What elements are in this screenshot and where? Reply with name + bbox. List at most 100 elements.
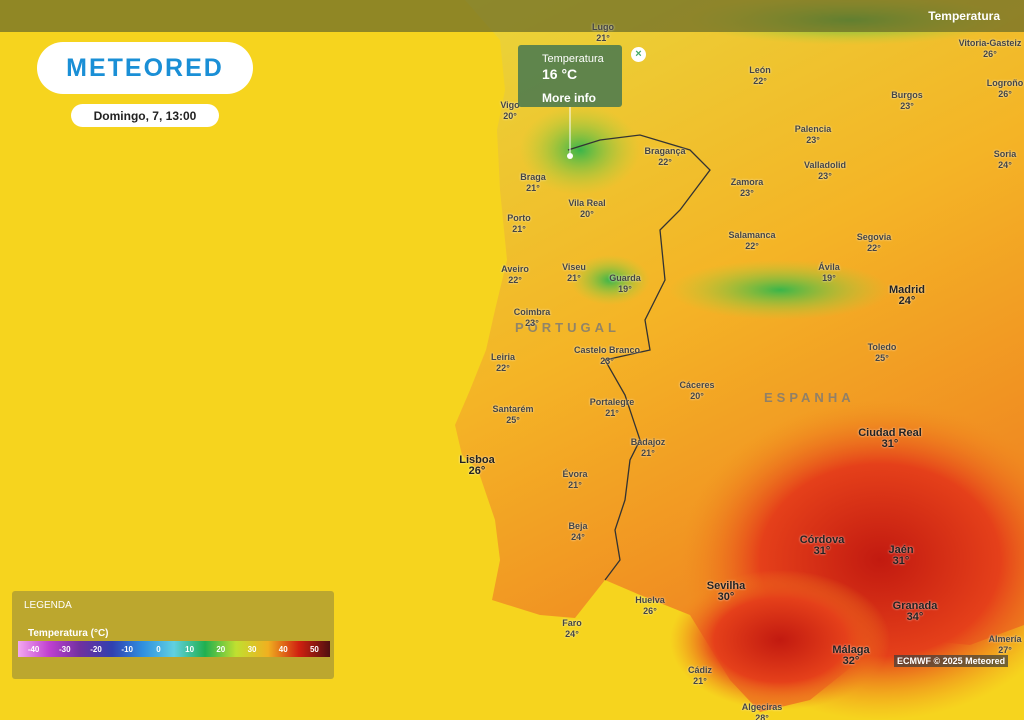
legend-step: 30 — [236, 641, 268, 657]
city-label[interactable]: Bragança 22° — [644, 146, 685, 168]
city-label[interactable]: Valladolid 23° — [804, 160, 846, 182]
city-name: Vila Real — [568, 198, 606, 208]
city-temp: 27° — [998, 645, 1012, 655]
legend-step: 10 — [174, 641, 206, 657]
legend: LEGENDA Temperatura (°C) -40 -30 -20 -10 0 10… — [12, 591, 334, 679]
legend-step: -20 — [80, 641, 112, 657]
city-name: Jaén — [888, 544, 914, 556]
border — [567, 134, 711, 581]
city-temp: 22° — [867, 243, 881, 253]
city-temp: 24° — [565, 629, 579, 639]
city-label[interactable]: Lugo 21° — [592, 22, 614, 44]
city-temp: 20° — [690, 391, 704, 401]
city-name: Valladolid — [803, 160, 847, 170]
city-name: Santarém — [492, 404, 534, 414]
city-label[interactable]: Salamanca 22° — [728, 230, 775, 252]
city-label[interactable]: Vila Real 20° — [568, 198, 605, 220]
city-label[interactable]: Leiria 22° — [491, 352, 515, 374]
city-label[interactable]: Soria 24° — [994, 149, 1017, 171]
city-label[interactable]: Porto 21° — [507, 213, 531, 235]
city-name: Vigo — [500, 100, 520, 110]
city-name: Sevilha — [706, 580, 746, 592]
city-temp: 21° — [596, 33, 610, 43]
logo[interactable]: METEORED — [37, 42, 253, 94]
city-name: Porto — [507, 213, 531, 223]
attribution: ECMWF © 2025 Meteored — [894, 655, 1009, 667]
city-label[interactable]: Palencia 23° — [795, 124, 832, 146]
city-label[interactable]: Cáceres 20° — [679, 380, 714, 402]
city-temp: 23° — [806, 135, 820, 145]
city-label[interactable]: León 22° — [749, 65, 771, 87]
city-temp: 26° — [998, 89, 1012, 99]
city-label[interactable]: Algeciras 28° — [742, 702, 783, 720]
city-temp: 34° — [906, 611, 924, 623]
legend-step: 50 — [298, 641, 331, 657]
city-label[interactable]: Lisboa 26° — [459, 455, 494, 477]
city-label[interactable]: Madrid 24° — [889, 285, 925, 307]
city-temp: 30° — [717, 591, 735, 603]
city-name: Algeciras — [741, 702, 783, 712]
country-label: ESPANHA — [764, 390, 855, 405]
city-name: Burgos — [891, 90, 923, 100]
city-temp: 23° — [600, 356, 614, 366]
city-label[interactable]: Portalegre 21° — [590, 397, 635, 419]
city-label[interactable]: Granada 34° — [893, 601, 938, 623]
city-label[interactable]: Almería 27° — [988, 634, 1021, 656]
city-name: Cádiz — [687, 665, 713, 675]
city-temp: 23° — [818, 171, 832, 181]
legend-step: 20 — [205, 641, 237, 657]
city-label[interactable]: Córdova 31° — [800, 535, 845, 557]
city-temp: 26° — [468, 465, 486, 477]
city-label[interactable]: Jaén 31° — [888, 545, 913, 567]
city-label[interactable]: Badajoz 21° — [631, 437, 666, 459]
city-label[interactable]: Cádiz 21° — [688, 665, 712, 687]
city-label[interactable]: Huelva 26° — [635, 595, 665, 617]
city-label[interactable]: Évora 21° — [562, 469, 587, 491]
city-label[interactable]: Málaga 32° — [832, 645, 869, 667]
city-temp: 20° — [503, 111, 517, 121]
city-temp: 25° — [506, 415, 520, 425]
city-name: Castelo Branco — [573, 345, 641, 355]
city-label[interactable]: Braga 21° — [520, 172, 546, 194]
city-label[interactable]: Faro 24° — [562, 618, 582, 640]
city-name: Braga — [520, 172, 546, 182]
city-label[interactable]: Viseu 21° — [562, 262, 586, 284]
city-label[interactable]: Toledo 25° — [868, 342, 897, 364]
city-label[interactable]: Beja 24° — [568, 521, 587, 543]
date-label: Domingo, 7, 13:00 — [71, 104, 219, 127]
city-temp: 26° — [983, 49, 997, 59]
city-label[interactable]: Sevilha 30° — [707, 581, 746, 603]
city-name: Faro — [562, 618, 582, 628]
city-name: Granada — [892, 600, 938, 612]
city-label[interactable]: Guarda 19° — [609, 273, 641, 295]
city-label[interactable]: Aveiro 22° — [501, 264, 529, 286]
city-label[interactable]: Castelo Branco 23° — [574, 345, 640, 367]
city-label[interactable]: Zamora 23° — [731, 177, 764, 199]
city-label[interactable]: Vigo 20° — [500, 100, 519, 122]
city-label[interactable]: Segovia 22° — [857, 232, 892, 254]
city-label[interactable]: Ávila 19° — [818, 262, 840, 284]
city-temp: 23° — [525, 318, 539, 328]
city-label[interactable]: Santarém 25° — [492, 404, 533, 426]
legend-step: 0 — [142, 641, 175, 657]
popup-link[interactable]: More info — [542, 91, 596, 105]
city-name: Logroño — [986, 78, 1024, 88]
city-label[interactable]: Coimbra 23° — [514, 307, 551, 329]
city-temp: 21° — [512, 224, 526, 234]
city-temp: 22° — [745, 241, 759, 251]
city-temp: 23° — [900, 101, 914, 111]
layer-label[interactable]: Temperatura — [928, 9, 1000, 23]
city-label[interactable]: Logroño 26° — [987, 78, 1024, 100]
legend-title: LEGENDA — [24, 600, 72, 611]
city-label[interactable]: Burgos 23° — [891, 90, 923, 112]
city-temp: 22° — [753, 76, 767, 86]
city-name: Salamanca — [728, 230, 776, 240]
close-button[interactable]: × — [631, 47, 646, 62]
city-temp: 31° — [813, 545, 831, 557]
city-name: Málaga — [832, 644, 870, 656]
legend-step: -40 — [18, 641, 50, 657]
city-label[interactable]: Vitoria-Gasteiz 26° — [959, 38, 1022, 60]
city-label[interactable]: Ciudad Real 31° — [858, 428, 922, 450]
city-temp: 31° — [881, 438, 899, 450]
city-name: Córdova — [799, 534, 845, 546]
